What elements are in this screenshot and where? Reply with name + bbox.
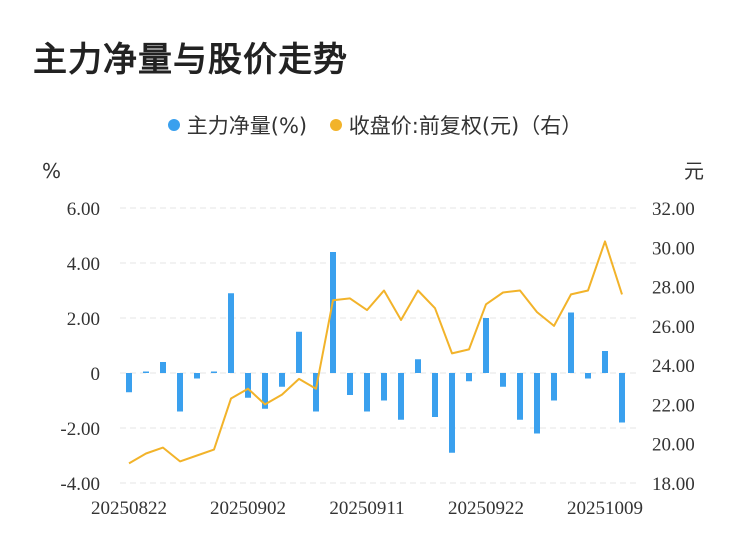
net-volume-bar <box>296 331 302 373</box>
net-volume-bar <box>534 373 540 434</box>
net-volume-bar <box>449 373 455 453</box>
x-tick-label: 20250822 <box>91 498 167 519</box>
net-volume-bar <box>143 371 149 373</box>
y-right-tick-label: 20.00 <box>652 435 695 456</box>
net-volume-bar <box>483 318 489 373</box>
legend-label-close-price: 收盘价:前复权(元)（右） <box>348 114 583 138</box>
net-volume-bar <box>585 373 591 379</box>
net-volume-bar <box>347 373 353 395</box>
legend-label-net-volume: 主力净量(%) <box>186 114 308 138</box>
net-volume-bar <box>364 373 370 412</box>
y-left-tick-label: 0 <box>91 364 101 385</box>
axes: 6.00 4.00 2.00 0 -2.00 -4.00 32.00 30.00 28.00 26… <box>42 159 704 519</box>
x-tick-label: 20250902 <box>210 498 286 519</box>
legend: 主力净量(%) 收盘价:前复权(元)（右） <box>0 110 750 140</box>
y-right-tick-label: 26.00 <box>652 317 695 338</box>
net-volume-bar <box>228 293 234 373</box>
net-volume-bar <box>619 373 625 423</box>
net-volume-bar <box>466 373 472 382</box>
y-right-tick-label: 32.00 <box>652 199 695 220</box>
grid-lines <box>120 207 640 484</box>
y-right-unit: 元 <box>684 159 704 183</box>
y-right-tick-label: 28.00 <box>652 278 695 299</box>
net-volume-bar <box>500 373 506 387</box>
legend-dot-orange <box>329 119 342 131</box>
y-left-unit: % <box>42 159 61 183</box>
y-left-tick-label: 2.00 <box>67 309 100 330</box>
net-volume-bar <box>245 373 251 398</box>
y-right-tick-label: 30.00 <box>652 238 695 259</box>
net-volume-bar <box>313 373 319 412</box>
net-volume-bar <box>211 371 217 373</box>
net-volume-bar <box>262 373 268 409</box>
net-volume-bar <box>279 373 285 387</box>
net-volume-bar <box>432 373 438 417</box>
x-tick-label: 20250911 <box>329 498 404 519</box>
x-tick-label: 20250922 <box>448 498 524 519</box>
legend-item-net-volume[interactable]: 主力净量(%) <box>167 110 308 140</box>
close-price-line <box>128 240 623 465</box>
net-volume-bar <box>415 359 421 373</box>
net-volume-bar <box>330 252 336 373</box>
net-volume-bar <box>381 373 387 401</box>
net-volume-bar <box>126 373 132 393</box>
y-right-tick-label: 18.00 <box>652 474 695 495</box>
y-left-tick-label: 4.00 <box>67 254 100 275</box>
legend-dot-blue <box>167 119 180 131</box>
net-volume-bar <box>160 362 166 373</box>
legend-item-close-price[interactable]: 收盘价:前复权(元)（右） <box>329 110 583 140</box>
y-right-tick-label: 22.00 <box>652 395 695 416</box>
net-volume-bar <box>194 373 200 379</box>
net-volume-bar <box>551 373 557 401</box>
y-left-tick-label: -4.00 <box>60 474 100 495</box>
chart-title: 主力净量与股价走势 <box>33 40 348 80</box>
net-volume-bar <box>398 373 404 420</box>
net-volume-bar <box>602 351 608 373</box>
y-left-tick-label: 6.00 <box>67 199 100 220</box>
y-left-tick-label: -2.00 <box>60 419 100 440</box>
net-volume-bar <box>568 312 574 373</box>
x-tick-label: 20251009 <box>567 498 643 519</box>
y-right-tick-label: 24.00 <box>652 356 695 377</box>
net-volume-bar <box>517 373 523 420</box>
line-series <box>128 240 623 465</box>
net-volume-bar <box>177 373 183 412</box>
bar-series <box>126 252 625 453</box>
